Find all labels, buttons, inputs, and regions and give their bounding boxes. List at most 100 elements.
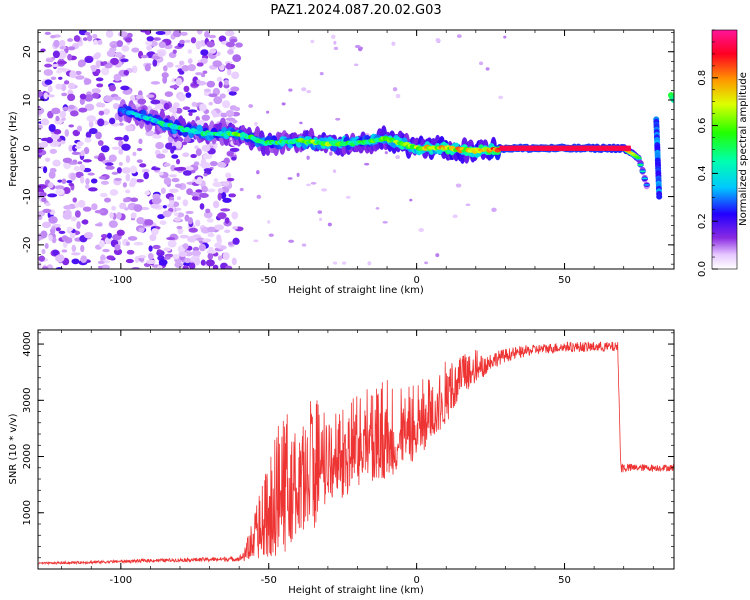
heatmap-speckle (61, 249, 68, 253)
heatmap-speckle (38, 124, 43, 130)
heatmap-speckle (173, 212, 179, 217)
heatmap-speckle (217, 255, 223, 261)
heatmap-speckle (90, 65, 97, 72)
heatmap-speckle (131, 47, 140, 53)
heatmap-speckle (67, 46, 76, 51)
heatmap-speckle (97, 140, 104, 146)
heatmap-speckle (55, 254, 65, 263)
heatmap-speckle (119, 202, 127, 210)
heatmap-speckle (167, 239, 177, 248)
y-tick-label: 4000 (22, 331, 33, 356)
heatmap-speckle (171, 177, 180, 183)
heatmap-speckle (150, 203, 160, 209)
heatmap-speckle (91, 203, 98, 211)
heatmap-ridge-core (574, 145, 578, 151)
heatmap-speckle (61, 117, 66, 121)
heatmap-speckle (91, 88, 101, 94)
heatmap-speckle (226, 88, 232, 93)
heatmap-speckle (146, 36, 154, 42)
spectrogram-xlabel: Height of straight line (km) (288, 285, 424, 296)
heatmap-ridge-core (592, 145, 596, 151)
heatmap-speckle (216, 76, 223, 82)
heatmap-speckle (190, 37, 197, 44)
heatmap-speckle (485, 67, 490, 71)
heatmap-ridge-core (603, 145, 607, 151)
heatmap-speckle (157, 50, 165, 58)
heatmap-ridge-core (559, 145, 563, 151)
heatmap-speckle (225, 41, 236, 48)
heatmap-speckle (106, 49, 116, 57)
heatmap-speckle (102, 108, 111, 115)
heatmap-speckle (212, 200, 220, 209)
heatmap-speckle (231, 156, 237, 161)
heatmap-speckle (61, 235, 69, 242)
heatmap-ridge-core (619, 145, 623, 151)
heatmap-speckle (144, 190, 151, 196)
heatmap-speckle (102, 61, 108, 65)
heatmap-speckle (130, 212, 137, 219)
heatmap-speckle (208, 93, 218, 98)
heatmap-speckle (201, 114, 211, 121)
heatmap-speckle (149, 234, 157, 242)
heatmap-speckle (169, 85, 180, 89)
heatmap-speckle (165, 142, 174, 150)
heatmap-ridge-core (611, 145, 615, 151)
heatmap-speckle (177, 227, 184, 235)
heatmap-speckle (201, 144, 211, 152)
heatmap-speckle (172, 30, 182, 38)
x-tick-label: 0 (413, 275, 419, 286)
heatmap-speckle (139, 163, 147, 168)
heatmap-speckle (195, 148, 202, 157)
heatmap-speckle (105, 165, 115, 170)
heatmap-speckle (213, 178, 219, 182)
heatmap-speckle (146, 94, 155, 98)
heatmap-speckle (185, 92, 192, 98)
heatmap-speckle (100, 234, 108, 239)
heatmap-speckle (187, 235, 197, 243)
heatmap-speckle (329, 151, 333, 156)
heatmap-speckle (184, 166, 194, 172)
heatmap-speckle (38, 90, 43, 98)
snr-series-line (38, 341, 674, 566)
heatmap-speckle (229, 147, 240, 152)
x-tick-label: -50 (261, 575, 277, 586)
heatmap-ridge-core (557, 145, 561, 151)
x-tick-label: 0 (413, 575, 419, 586)
heatmap-speckle (222, 252, 230, 260)
heatmap-ridge-core (596, 145, 600, 151)
heatmap-speckle (71, 244, 76, 253)
heatmap-speckle (48, 216, 58, 224)
heatmap-speckle (288, 88, 293, 92)
heatmap-speckle (95, 77, 104, 82)
heatmap-speckle (68, 82, 76, 90)
heatmap-speckle (55, 227, 61, 232)
heatmap-speckle (144, 63, 151, 72)
heatmap-speckle (59, 39, 66, 48)
heatmap-ridge-core (588, 145, 592, 151)
heatmap-speckle (213, 142, 218, 150)
heatmap-speckle (150, 81, 161, 85)
heatmap-speckle (187, 109, 198, 113)
heatmap-speckle (152, 37, 162, 41)
heatmap-speckle (206, 41, 215, 48)
heatmap-speckle (223, 79, 229, 86)
heatmap-speckle (112, 96, 122, 101)
heatmap-speckle (225, 110, 235, 118)
heatmap-speckle (225, 265, 233, 269)
heatmap-speckle (178, 60, 185, 66)
heatmap-speckle (116, 229, 125, 236)
heatmap-speckle (58, 76, 63, 80)
heatmap-speckle (288, 239, 295, 243)
heatmap-speckle (47, 94, 55, 98)
heatmap-speckle (103, 197, 111, 203)
heatmap-speckle (43, 92, 48, 100)
heatmap-speckle (40, 137, 51, 142)
heatmap-speckle (135, 95, 144, 100)
y-tick-label: 20 (22, 45, 33, 58)
y-tick-label: 3000 (22, 388, 33, 413)
heatmap-speckle (103, 95, 113, 103)
heatmap-speckle (206, 188, 216, 193)
heatmap-speckle (111, 146, 121, 150)
heatmap-speckle (231, 211, 239, 220)
